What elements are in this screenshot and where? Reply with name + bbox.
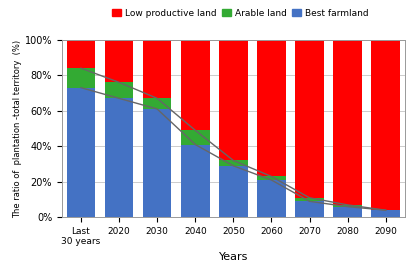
Bar <box>371 210 400 217</box>
Bar <box>257 176 286 217</box>
Bar <box>219 40 248 217</box>
Bar <box>219 166 248 217</box>
Bar <box>333 207 362 217</box>
Bar <box>371 210 400 217</box>
Bar <box>67 68 95 217</box>
X-axis label: Years: Years <box>218 252 248 262</box>
Bar <box>295 40 324 217</box>
Bar <box>143 98 171 217</box>
Bar <box>295 198 324 217</box>
Bar <box>143 40 171 217</box>
Bar <box>181 130 209 217</box>
Bar <box>333 205 362 217</box>
Bar <box>333 40 362 217</box>
Bar <box>257 40 286 217</box>
Bar <box>371 40 400 217</box>
Y-axis label: The ratio of  plantation -total territory  (%): The ratio of plantation -total territory… <box>13 39 22 218</box>
Bar <box>181 144 209 217</box>
Bar <box>67 88 95 217</box>
Legend: Low productive land, Arable land, Best farmland: Low productive land, Arable land, Best f… <box>109 5 372 21</box>
Bar <box>105 98 133 217</box>
Bar <box>219 161 248 217</box>
Bar <box>67 40 95 217</box>
Bar <box>181 40 209 217</box>
Bar <box>295 201 324 217</box>
Bar <box>257 180 286 217</box>
Bar <box>105 40 133 217</box>
Bar <box>105 82 133 217</box>
Bar <box>143 109 171 217</box>
